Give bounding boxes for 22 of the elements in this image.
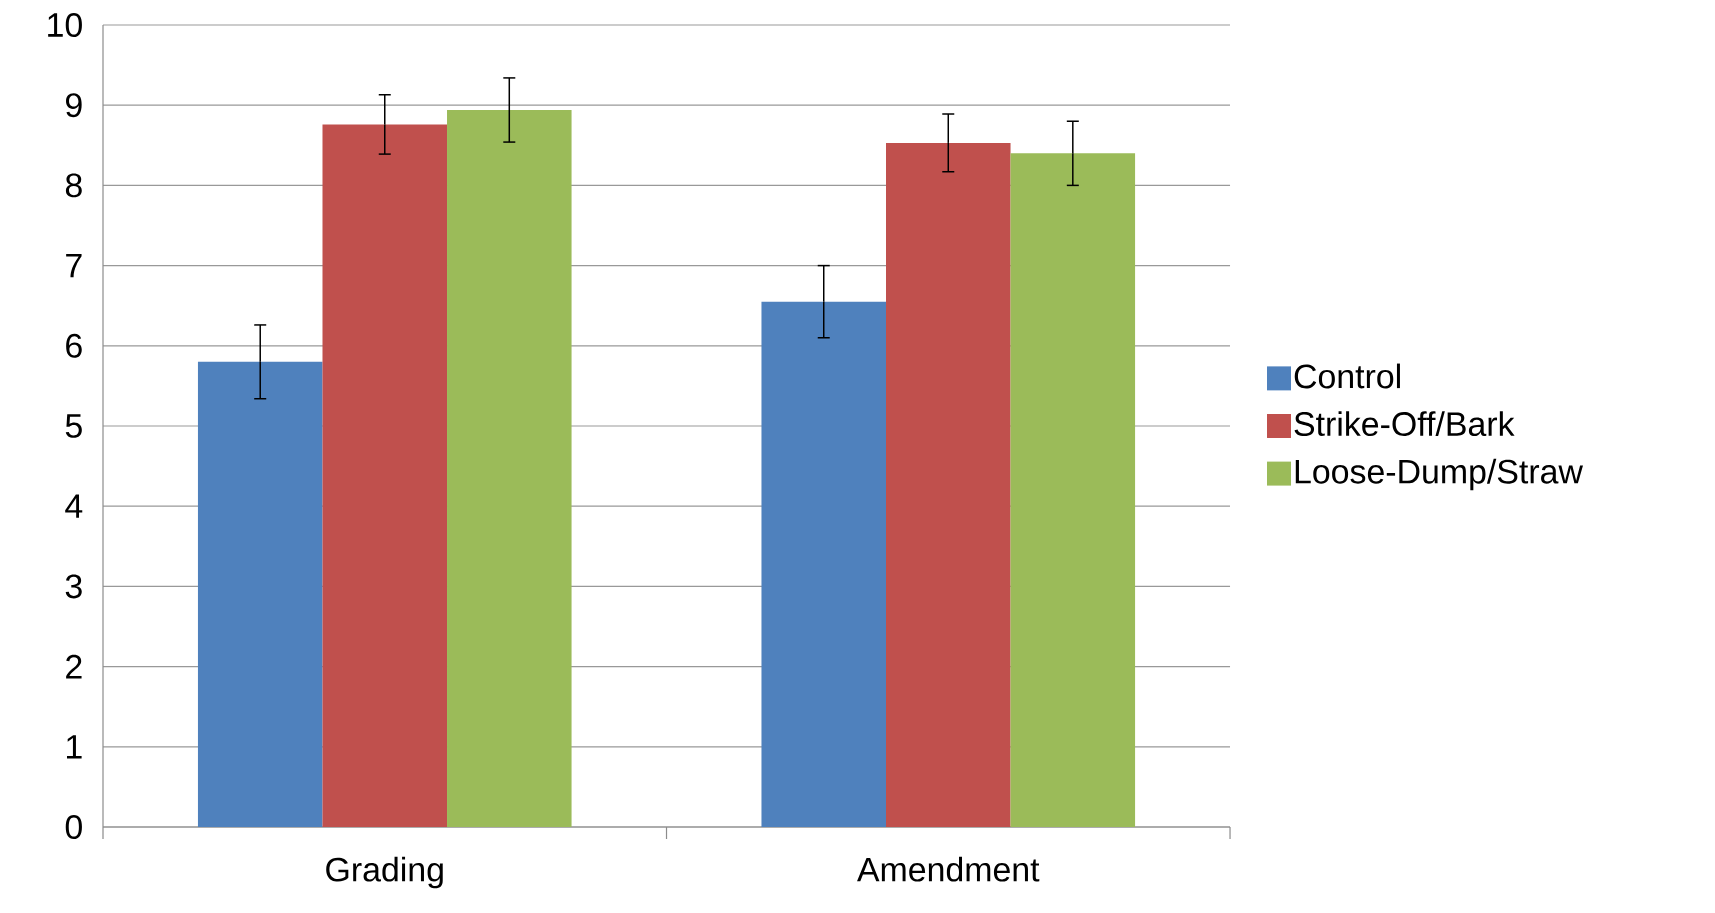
legend-label: Control <box>1294 363 1400 389</box>
y-tick-label: 0 <box>65 815 82 839</box>
y-tick-label: 7 <box>66 253 82 278</box>
x-tick-label: Grading <box>326 856 443 889</box>
y-tick-label: 1 <box>67 735 82 759</box>
y-tick-label: 2 <box>66 654 82 679</box>
bar <box>886 142 1011 827</box>
x-tick-label: Amendment <box>857 856 1040 882</box>
y-tick-label: 9 <box>66 93 82 118</box>
y-tick-label: 10 <box>48 12 82 37</box>
legend-label: Strike-Off/Bark <box>1294 411 1515 437</box>
y-tick-label: 5 <box>65 414 82 438</box>
y-tick-label: 6 <box>66 333 82 358</box>
bar <box>322 124 448 827</box>
y-tick-label: 4 <box>65 494 83 518</box>
legend-label: Loose-Dump/Straw <box>1295 458 1583 491</box>
y-tick-label: 3 <box>65 574 82 599</box>
bar <box>1010 153 1136 827</box>
bar <box>447 109 572 827</box>
bar <box>197 361 323 827</box>
bar <box>761 301 886 827</box>
y-tick-label: 8 <box>65 173 82 198</box>
